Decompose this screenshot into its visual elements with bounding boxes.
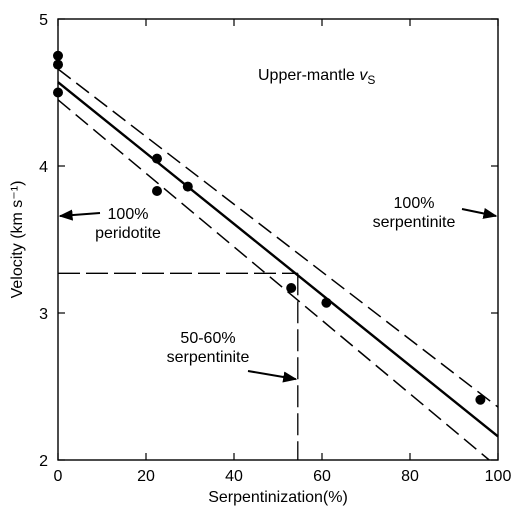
data-point: [152, 185, 162, 196]
data-point: [152, 153, 162, 164]
x-tick-label: 80: [401, 468, 419, 485]
data-point: [321, 297, 332, 308]
data-point: [182, 181, 193, 192]
data-point: [53, 50, 63, 61]
x-tick-label: 100: [485, 468, 512, 485]
data-point: [286, 283, 297, 294]
y-axis-label: Velocity (km s⁻¹): [9, 181, 26, 299]
annotation-upper-mantle: Upper-mantle vS: [258, 67, 375, 87]
annotation-peridotite: 100% peridotite: [95, 206, 161, 242]
arrow-serpentinite-100: [461, 207, 498, 219]
plot-frame: [57, 18, 499, 461]
y-tick-label: 3: [39, 306, 48, 323]
arrow-peridotite: [58, 209, 101, 221]
data-point: [475, 394, 486, 405]
arrow-serpentinite-50-60: [247, 370, 298, 383]
y-tick-label: 5: [39, 12, 48, 29]
y-tick-label: 4: [39, 159, 48, 176]
annotation-serpentinite-50-60: 50-60% serpentinite: [167, 330, 250, 366]
x-tick-label: 0: [54, 468, 63, 485]
annotation-serpentinite-100: 100% serpentinite: [373, 195, 456, 231]
x-tick-label: 40: [225, 468, 243, 485]
x-axis-label: Serpentinization(%): [208, 489, 348, 506]
y-tick-label: 2: [39, 453, 48, 470]
x-tick-label: 20: [137, 468, 155, 485]
data-point: [53, 87, 63, 98]
confidence-bound-1: [57, 68, 499, 408]
data-point: [53, 59, 63, 70]
confidence-bound-2: [57, 99, 490, 461]
regression-line: [57, 81, 499, 438]
x-tick-label: 60: [313, 468, 331, 485]
